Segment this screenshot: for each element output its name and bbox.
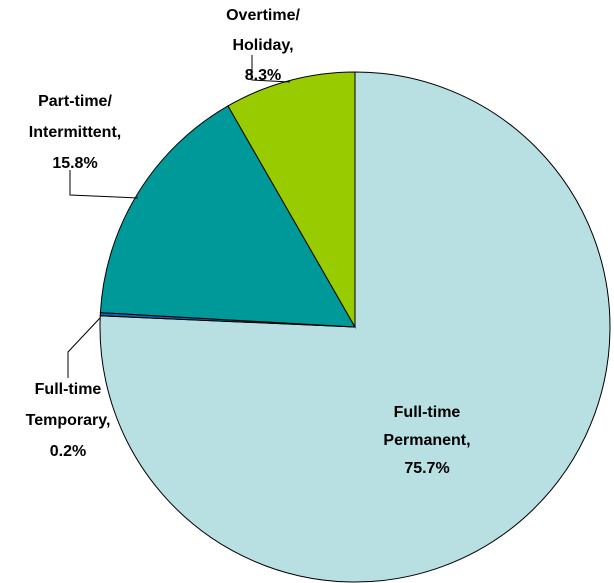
leader-line [67,317,101,378]
pie-slice [99,71,611,583]
slice-label: Full-time Permanent, 75.7% [383,404,470,477]
value-label: 75.7% [404,460,449,477]
value-label: 0.2% [50,443,86,460]
label-separator: , [117,124,121,141]
value-label: 8.3% [245,67,281,84]
label-separator: , [289,37,293,54]
leader-line [251,55,291,83]
slice-label: Overtime/Holiday, 8.3% [226,7,300,84]
label-line: Part-time/ [38,93,112,110]
label-line: Full-time [394,404,461,421]
label-line: Temporary [26,412,108,429]
label-line: Overtime/ [226,7,300,24]
slice-label: Part-time/Intermittent, 15.8% [29,93,121,172]
label-line: Full-time [35,381,102,398]
label-line: Permanent [383,432,466,449]
leader-line [69,170,139,199]
label-separator: , [106,412,110,429]
slice-label: Full-time Temporary, 0.2% [26,381,111,460]
pie-slice [99,105,356,328]
value-label: 15.8% [52,155,97,172]
label-line: Intermittent [29,124,118,141]
pie-slice [227,71,356,329]
label-line: Holiday [232,37,290,54]
label-separator: , [466,432,470,449]
